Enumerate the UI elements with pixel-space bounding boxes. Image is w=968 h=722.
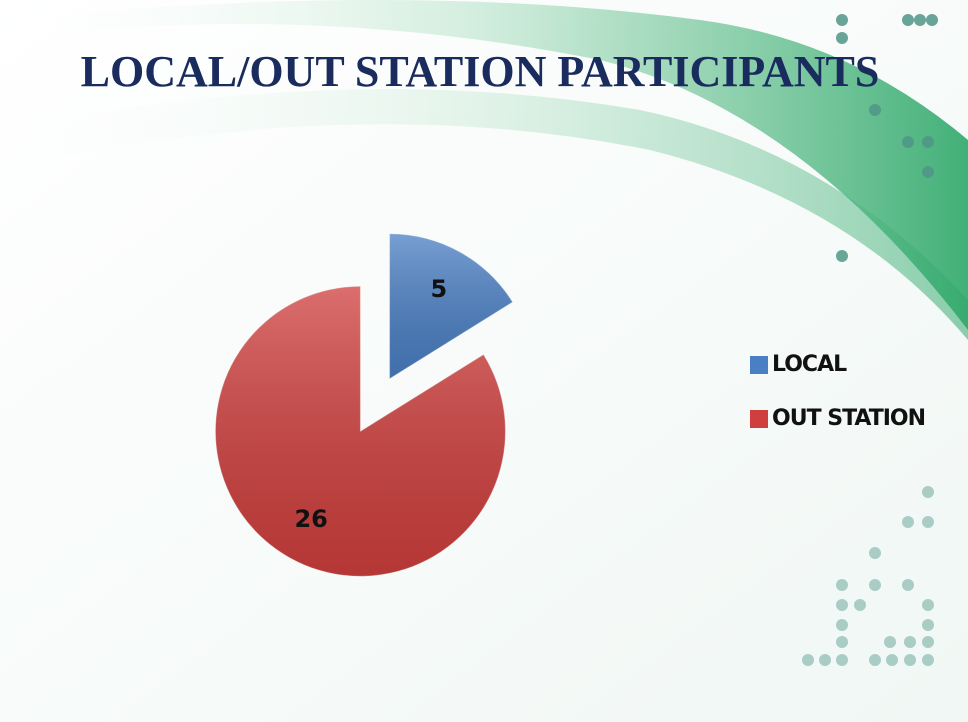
legend-label: OUT STATION <box>772 406 925 431</box>
chart-title: LOCAL/OUT STATION PARTICIPANTS <box>81 47 880 96</box>
dots <box>836 14 938 262</box>
slice-shade <box>389 233 513 379</box>
data-label: 5 <box>430 275 447 303</box>
dots <box>802 486 934 666</box>
legend-label: LOCAL <box>772 352 847 377</box>
swoosh <box>0 89 968 340</box>
data-label: 26 <box>294 505 327 533</box>
slice-shade <box>215 286 506 577</box>
legend-swatch <box>750 356 768 374</box>
legend-swatch <box>750 410 768 428</box>
swoosh <box>0 0 968 330</box>
